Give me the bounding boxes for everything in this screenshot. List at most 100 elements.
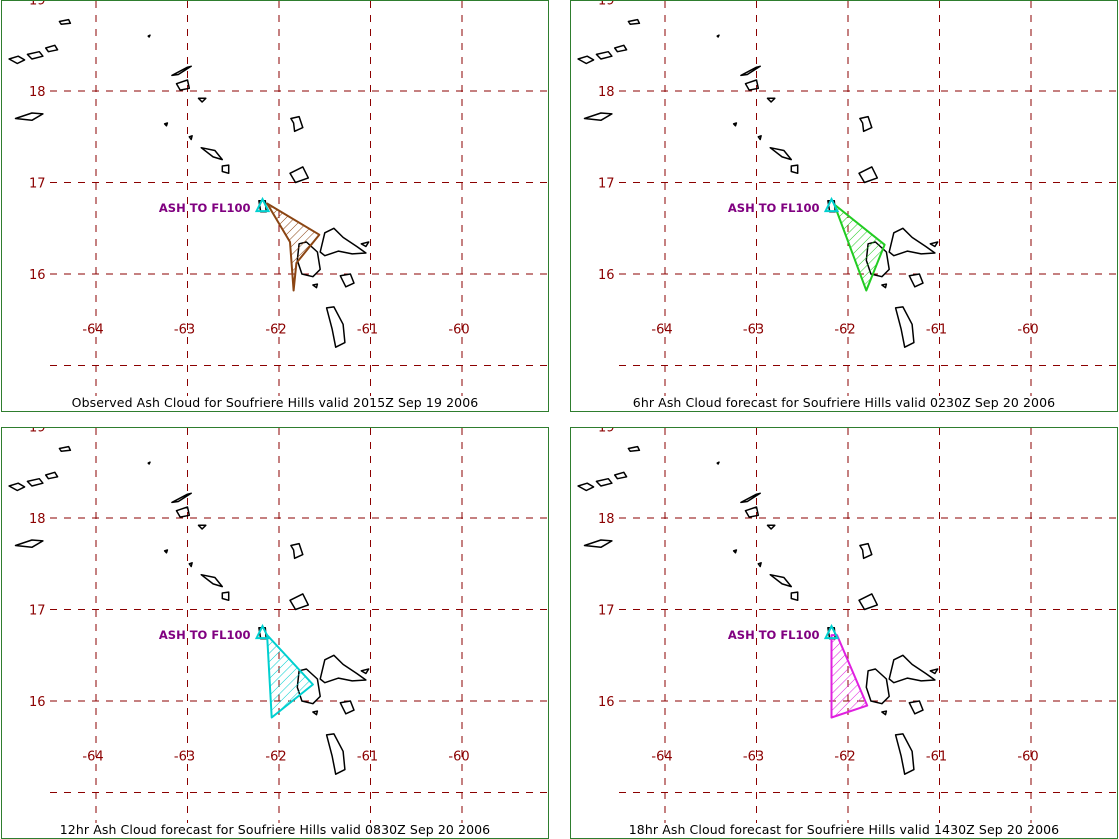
- panel-caption: 6hr Ash Cloud forecast for Soufriere Hil…: [632, 395, 1056, 410]
- ash-height-annotation: ASH TO FL100: [159, 201, 251, 215]
- ash-map-panel-6hr: 19 18 17 16 -64 -63 -62 -61 -60 ASH TO FL100 6hr …: [570, 0, 1118, 412]
- lon-label: -62: [265, 749, 286, 764]
- island-les-saintes: [312, 283, 319, 289]
- lat-label: 19: [598, 1, 615, 9]
- island-st-kitts: [200, 146, 224, 161]
- island-nevis: [790, 591, 799, 602]
- island-barbuda: [290, 115, 304, 133]
- island-st-eustatius: [188, 135, 193, 141]
- island-virgin-2: [595, 50, 613, 60]
- island-sombrero: [716, 461, 720, 465]
- lon-label: -60: [1017, 322, 1038, 337]
- island-les-saintes: [881, 283, 888, 289]
- island-barbuda: [290, 542, 304, 560]
- island-st-martin: [744, 506, 760, 518]
- island-virgin-1: [8, 55, 26, 65]
- island-st-kitts: [200, 573, 224, 588]
- island-les-saintes: [881, 710, 888, 716]
- island-st-kitts: [769, 573, 793, 588]
- island-st-barths: [197, 524, 207, 530]
- lon-label: -63: [174, 749, 195, 764]
- ash-height-annotation: ASH TO FL100: [159, 628, 251, 642]
- grid-lines: [619, 428, 1117, 823]
- island-st-eustatius: [188, 562, 193, 568]
- map-svg: 19 18 17 16 -64 -63 -62 -61 -60 ASH TO FL100: [577, 1, 1117, 396]
- lat-label: 19: [29, 1, 46, 9]
- ash-map-panel-18hr: 19 18 17 16 -64 -63 -62 -61 -60 ASH TO FL100 18hr…: [570, 427, 1118, 839]
- lon-label: -64: [651, 749, 672, 764]
- island-marie-galante: [339, 273, 355, 288]
- ash-cloud-polygon: [266, 202, 321, 292]
- island-marie-galante: [908, 273, 924, 288]
- island-st-croix: [583, 112, 613, 122]
- island-sombrero: [147, 461, 151, 465]
- coastlines: [8, 18, 370, 348]
- lat-label: 18: [29, 85, 46, 100]
- panel-caption: Observed Ash Cloud for Soufriere Hills v…: [71, 395, 479, 410]
- island-guadeloupe-grande-terre: [319, 654, 367, 684]
- island-marie-galante: [339, 700, 355, 715]
- island-saba: [732, 122, 738, 127]
- lat-label: 18: [598, 512, 615, 527]
- lon-label: -60: [448, 322, 469, 337]
- map-svg: 19 18 17 16 -64 -63 -62 -61 -60 ASH TO FL100: [8, 428, 548, 823]
- island-nevis: [221, 591, 230, 602]
- island-sombrero: [716, 34, 720, 38]
- island-st-barths: [766, 524, 776, 530]
- lon-label: -62: [834, 749, 855, 764]
- lat-label: 17: [29, 604, 46, 619]
- island-virgin-2: [595, 477, 613, 487]
- island-les-saintes: [312, 710, 319, 716]
- island-st-croix: [14, 112, 44, 122]
- coastlines: [8, 445, 370, 775]
- lon-label: -61: [357, 322, 378, 337]
- lon-label: -60: [448, 749, 469, 764]
- island-anguilla: [171, 492, 192, 504]
- volcano-icon: [254, 196, 271, 213]
- ash-height-annotation: ASH TO FL100: [728, 201, 820, 215]
- lon-label: -60: [1017, 749, 1038, 764]
- map-svg: 19 18 17 16 -64 -63 -62 -61 -60 ASH TO FL100: [577, 428, 1117, 823]
- volcano-icon: [823, 196, 840, 213]
- island-virgin-1: [577, 482, 595, 492]
- lon-label: -61: [926, 322, 947, 337]
- island-st-martin: [175, 79, 191, 91]
- island-saba: [732, 549, 738, 554]
- island-st-martin: [175, 506, 191, 518]
- lon-label: -62: [834, 322, 855, 337]
- island-saba: [163, 549, 169, 554]
- island-anguilla: [740, 65, 761, 77]
- island-anegada: [627, 445, 641, 452]
- island-antigua: [858, 593, 879, 611]
- lat-label: 17: [29, 177, 46, 192]
- island-dominica: [325, 306, 346, 348]
- island-guadeloupe-grande-terre: [888, 227, 936, 257]
- grid-lines: [619, 1, 1117, 396]
- island-st-croix: [14, 539, 44, 549]
- island-st-eustatius: [757, 562, 762, 568]
- island-anegada: [627, 18, 641, 25]
- island-la-desirade: [929, 241, 939, 248]
- island-st-kitts: [769, 146, 793, 161]
- island-st-barths: [766, 97, 776, 103]
- island-barbuda: [859, 542, 873, 560]
- island-la-desirade: [929, 668, 939, 675]
- island-saba: [163, 122, 169, 127]
- lon-label: -62: [265, 322, 286, 337]
- lon-label: -63: [743, 749, 764, 764]
- island-virgin-3: [44, 44, 59, 53]
- island-anegada: [58, 18, 72, 25]
- island-virgin-2: [26, 477, 44, 487]
- island-st-martin: [744, 79, 760, 91]
- grid-lines: [50, 1, 548, 396]
- island-nevis: [221, 164, 230, 175]
- island-la-desirade: [360, 241, 370, 248]
- lat-label: 17: [598, 604, 615, 619]
- island-guadeloupe-grande-terre: [319, 227, 367, 257]
- island-antigua: [289, 166, 310, 184]
- ash-cloud-polygon: [833, 203, 886, 292]
- ash-cloud-polygon: [266, 634, 314, 719]
- coastlines: [577, 445, 939, 775]
- island-virgin-1: [577, 55, 595, 65]
- volcano-icon: [254, 623, 271, 640]
